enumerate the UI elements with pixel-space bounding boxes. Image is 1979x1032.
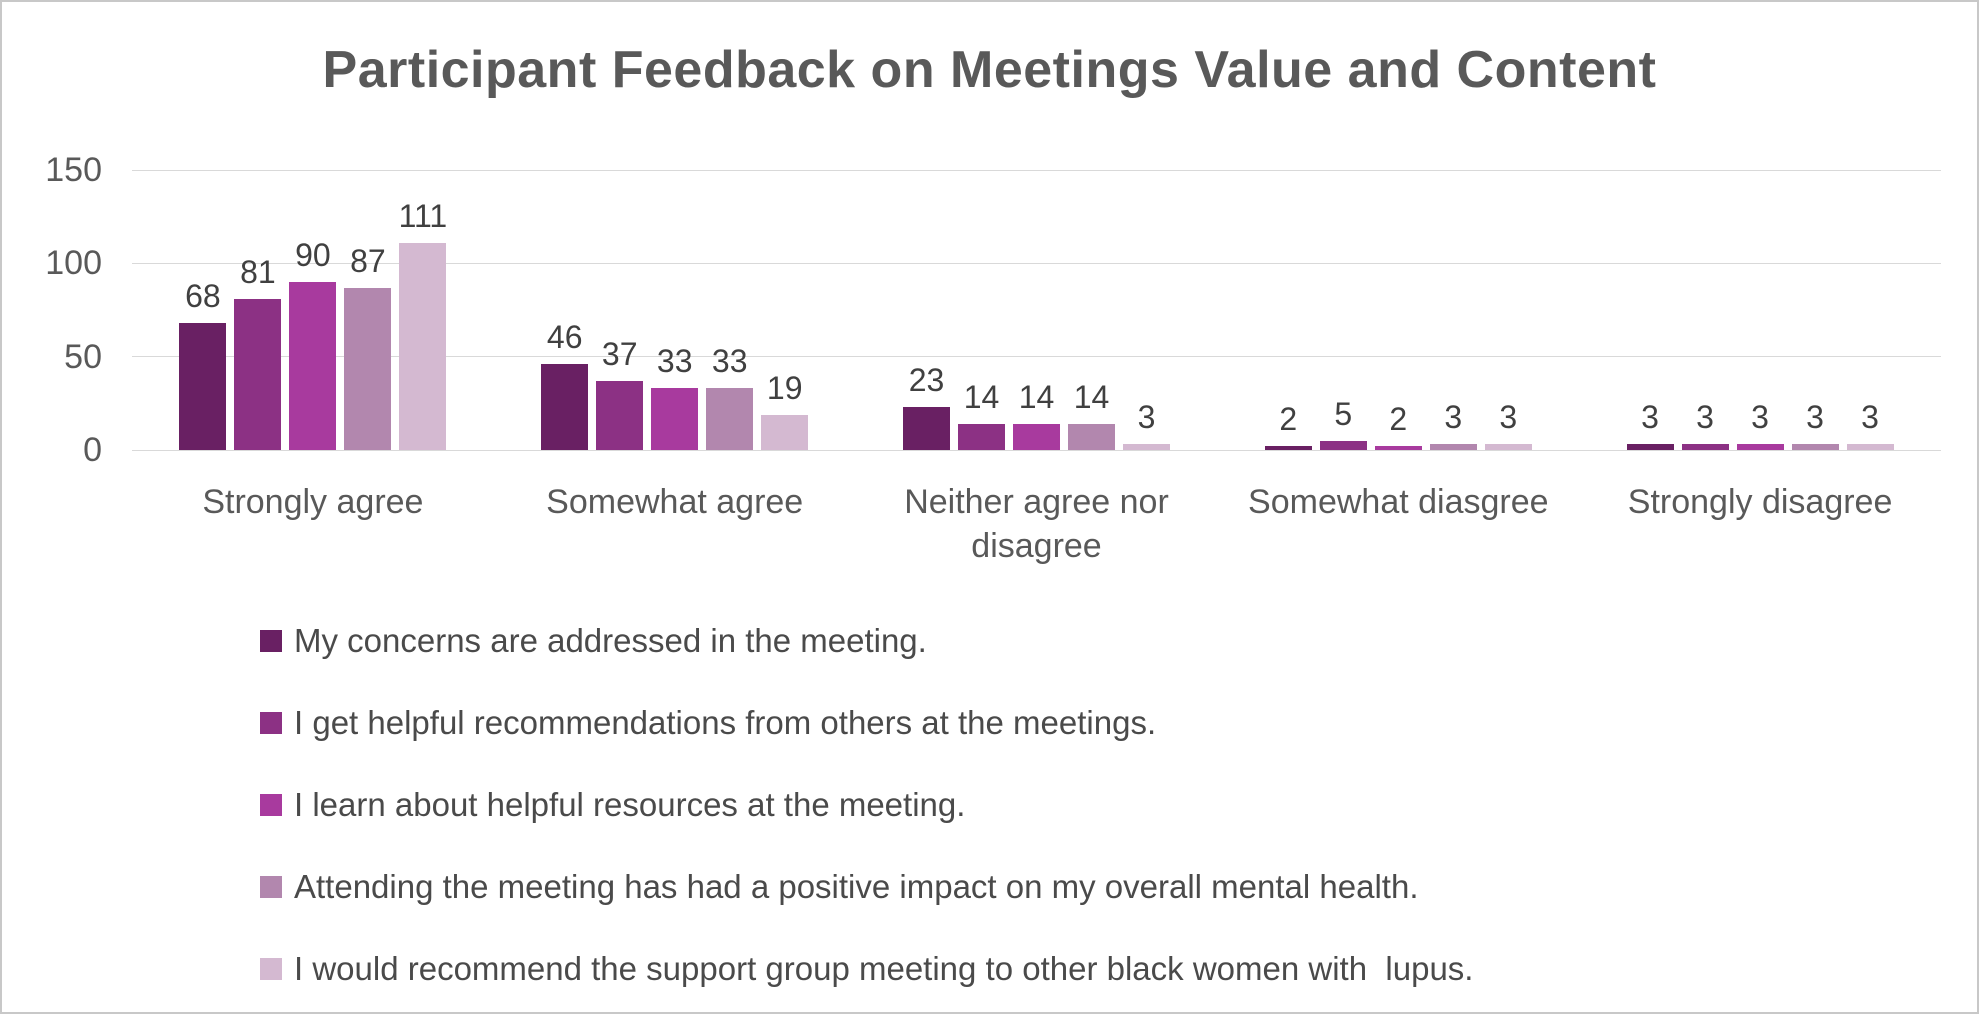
bar-value-label: 46 <box>546 319 583 356</box>
y-axis-tick-label: 100 <box>45 244 102 283</box>
bar: 90 <box>289 237 337 450</box>
legend-item: My concerns are addressed in the meeting… <box>260 622 1473 660</box>
bar: 33 <box>651 343 699 450</box>
bar: 37 <box>596 336 644 450</box>
bar: 3 <box>1846 399 1894 450</box>
chart-title: Participant Feedback on Meetings Value a… <box>322 41 1657 99</box>
bar-value-label: 3 <box>1696 399 1714 436</box>
legend-label: I get helpful recommendations from other… <box>294 704 1157 741</box>
legend-label: Attending the meeting has had a positive… <box>294 868 1419 905</box>
bar-value-label: 3 <box>1861 399 1879 436</box>
bar: 3 <box>1429 399 1477 450</box>
x-axis-labels: Strongly agree Somewhat agree Neither agre… <box>132 480 1941 568</box>
plot-area: 68 81 90 87 111 46 37 33 33 19 23 14 14 14 3 2 5 2 3 3 3 3 3 3 3 <box>132 169 1941 451</box>
bar: 111 <box>399 198 447 450</box>
legend-item: I would recommend the support group meet… <box>260 950 1473 988</box>
bar-value-label: 23 <box>908 362 945 399</box>
y-axis-tick-label: 150 <box>45 151 102 189</box>
bar-value-label: 3 <box>1444 399 1463 436</box>
bar: 3 <box>1736 399 1784 450</box>
bar: 3 <box>1484 399 1532 450</box>
bar-value-label: 111 <box>398 197 448 234</box>
legend-label: I learn about helpful resources at the m… <box>294 786 966 823</box>
y-axis-tick-label: 50 <box>64 337 102 376</box>
legend-label: My concerns are addressed in the meeting… <box>294 622 927 659</box>
bar: 2 <box>1264 401 1312 450</box>
bar: 68 <box>179 278 227 450</box>
bar-value-label: 5 <box>1334 395 1353 432</box>
bar: 87 <box>344 243 392 450</box>
bar: 46 <box>541 319 589 450</box>
legend-swatch-icon <box>260 712 282 734</box>
bar: 3 <box>1122 399 1170 450</box>
bar-value-label: 3 <box>1751 399 1769 436</box>
bar-value-label: 37 <box>601 335 638 372</box>
gridline <box>132 262 1941 264</box>
legend-item: I learn about helpful resources at the m… <box>260 786 1473 824</box>
bar-value-label: 19 <box>766 369 803 406</box>
bar: 23 <box>902 362 950 450</box>
x-axis-category-label: Somewhat diasgree <box>1248 483 1549 521</box>
bar: 14 <box>1067 379 1115 450</box>
x-axis-category-label: Neither agree nor disagree <box>904 483 1169 566</box>
bar-value-label: 90 <box>295 237 331 273</box>
x-axis-category-label: Somewhat agree <box>546 483 804 521</box>
y-axis-tick-label: 0 <box>83 431 102 469</box>
legend-item: I get helpful recommendations from other… <box>260 704 1473 742</box>
bar-value-label: 3 <box>1641 399 1659 436</box>
bar-group: 68 81 90 87 111 <box>132 170 494 450</box>
bar: 33 <box>706 343 754 450</box>
bar: 3 <box>1626 399 1674 450</box>
bar-groups: 68 81 90 87 111 46 37 33 33 19 23 14 14 14 3 2 5 2 3 3 3 3 3 3 3 <box>132 170 1941 450</box>
bar-value-label: 87 <box>350 242 386 279</box>
legend: My concerns are addressed in the meeting… <box>260 622 1473 1032</box>
legend-item: Attending the meeting has had a positive… <box>260 868 1473 906</box>
bar: 14 <box>957 379 1005 450</box>
gridline <box>132 356 1941 358</box>
bar-group: 23 14 14 14 3 <box>856 170 1218 450</box>
bar-value-label: 33 <box>711 343 748 380</box>
bar-value-label: 14 <box>1018 378 1055 415</box>
bar: 19 <box>761 370 809 450</box>
bar: 3 <box>1791 399 1839 450</box>
gridline <box>132 449 1941 451</box>
bar: 2 <box>1374 401 1422 450</box>
legend-swatch-icon <box>260 630 282 652</box>
bar-group: 46 37 33 33 19 <box>494 170 856 450</box>
bar-value-label: 3 <box>1806 399 1824 436</box>
x-axis-category-label: Strongly agree <box>202 483 424 521</box>
bar: 14 <box>1012 379 1060 450</box>
legend-swatch-icon <box>260 958 282 980</box>
bar-value-label: 3 <box>1499 399 1518 436</box>
bar: 3 <box>1681 399 1729 450</box>
bar-value-label: 33 <box>656 343 693 380</box>
bar-value-label: 2 <box>1279 401 1298 438</box>
bar: 5 <box>1319 396 1367 450</box>
bar-value-label: 81 <box>240 253 276 290</box>
bar: 81 <box>234 254 282 450</box>
legend-swatch-icon <box>260 876 282 898</box>
x-axis-category-label: Strongly disagree <box>1627 483 1893 521</box>
bar-value-label: 2 <box>1389 401 1408 438</box>
bar-value-label: 14 <box>963 378 1000 415</box>
bar-value-label: 3 <box>1137 399 1156 436</box>
bar-value-label: 68 <box>185 278 221 315</box>
gridline <box>132 169 1941 171</box>
bar-value-label: 14 <box>1073 378 1110 415</box>
legend-label: I would recommend the support group meet… <box>294 950 1474 987</box>
legend-swatch-icon <box>260 794 282 816</box>
